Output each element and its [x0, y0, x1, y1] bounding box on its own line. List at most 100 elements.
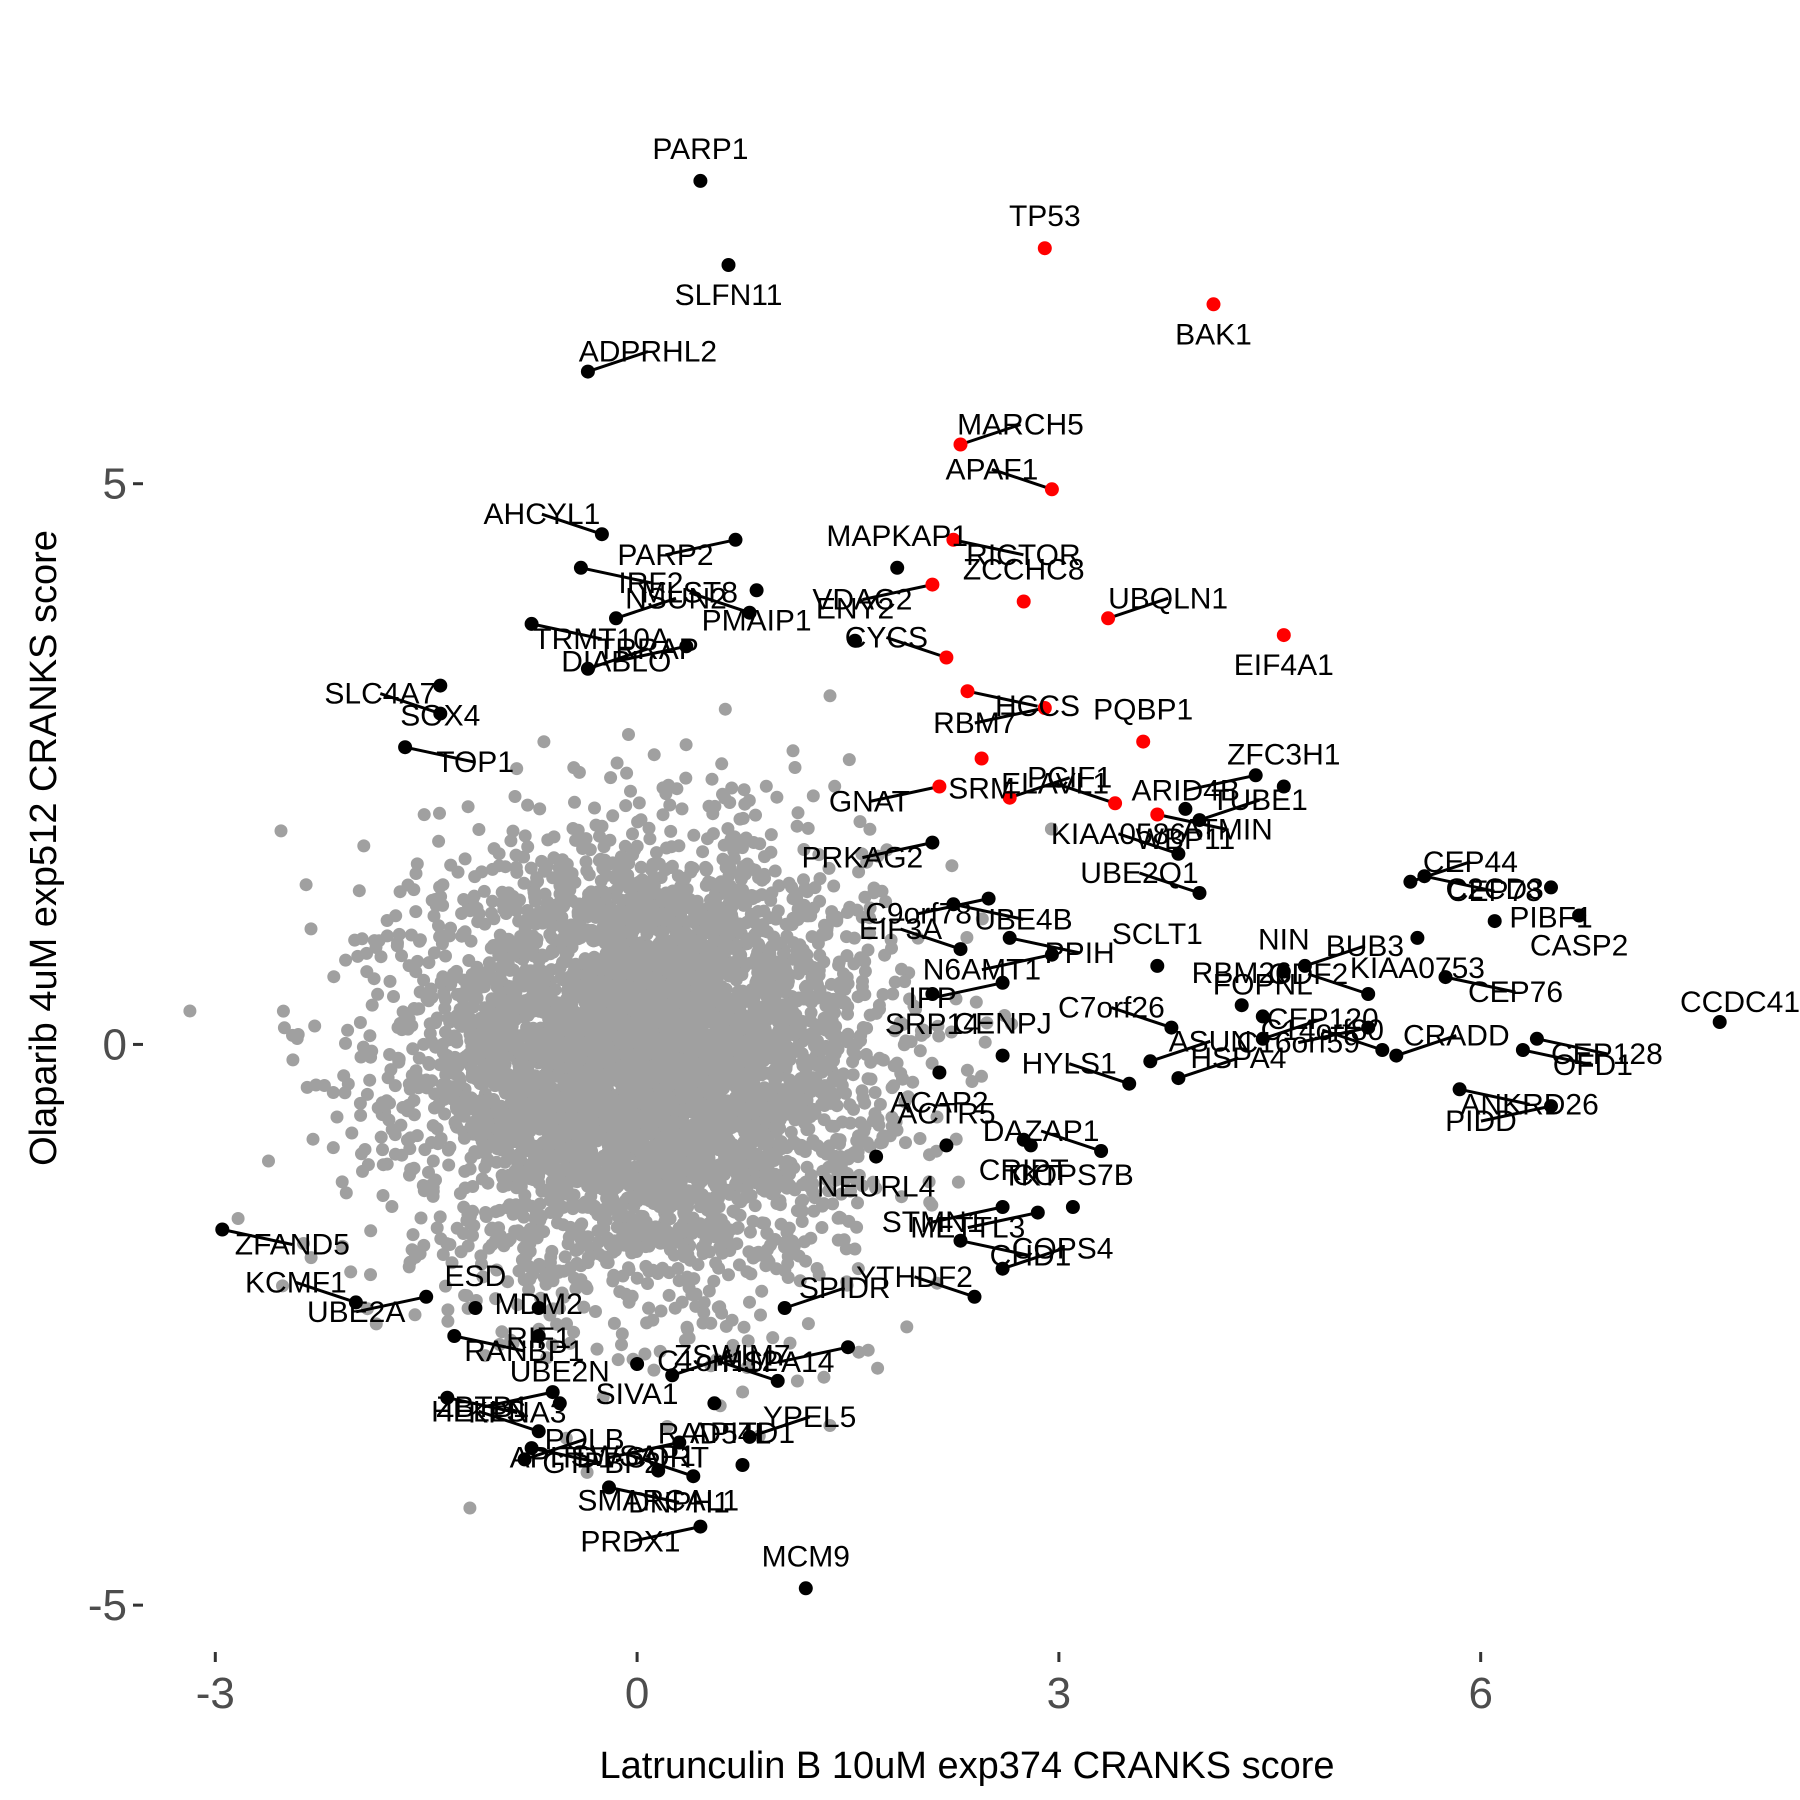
background-point — [725, 1350, 739, 1364]
background-point — [713, 1300, 727, 1314]
background-point — [712, 1261, 726, 1275]
background-point — [577, 992, 591, 1006]
background-point — [647, 1363, 661, 1377]
background-point — [702, 1194, 716, 1208]
background-point — [764, 828, 778, 842]
background-point — [782, 1221, 796, 1235]
background-point — [501, 1275, 515, 1289]
background-point — [831, 1233, 845, 1247]
background-point — [616, 1066, 630, 1080]
background-point — [557, 1079, 570, 1092]
background-point — [476, 1128, 490, 1142]
background-point — [526, 1050, 540, 1064]
background-point — [705, 944, 719, 957]
background-point — [479, 1206, 492, 1219]
background-point — [876, 988, 890, 1001]
background-point — [822, 1184, 835, 1198]
background-point — [817, 1370, 831, 1384]
background-point — [458, 852, 472, 866]
background-point — [297, 1237, 310, 1250]
background-point — [521, 840, 535, 854]
background-point — [345, 1126, 359, 1140]
background-point — [434, 890, 448, 904]
background-point — [537, 949, 551, 963]
background-point — [441, 1314, 455, 1328]
background-point — [604, 1202, 617, 1216]
background-point — [797, 1235, 811, 1249]
background-point — [417, 973, 431, 987]
background-point — [517, 850, 531, 864]
background-point — [360, 1087, 374, 1101]
background-point — [276, 1004, 290, 1018]
background-point — [785, 880, 799, 894]
background-point — [661, 1238, 675, 1252]
background-point — [497, 1050, 511, 1064]
background-point — [636, 1040, 650, 1054]
background-point — [463, 904, 477, 918]
background-point — [801, 1317, 815, 1331]
background-point — [724, 941, 738, 955]
background-point — [841, 1007, 854, 1021]
background-point — [798, 1076, 812, 1089]
background-point — [770, 790, 784, 804]
background-point — [720, 1044, 734, 1058]
background-point — [739, 898, 753, 912]
background-point — [642, 821, 656, 835]
background-point — [610, 756, 624, 770]
background-point — [650, 846, 663, 860]
background-point — [406, 1042, 420, 1056]
background-point — [722, 1139, 736, 1153]
background-point — [274, 824, 288, 838]
background-point — [508, 1086, 521, 1100]
background-point — [748, 1081, 762, 1095]
background-point — [493, 1203, 507, 1217]
background-point — [339, 1036, 352, 1050]
background-point — [792, 991, 806, 1005]
background-point — [677, 1242, 691, 1256]
background-point — [756, 918, 770, 932]
background-point — [580, 1465, 594, 1479]
background-point — [471, 915, 485, 929]
background-point — [568, 795, 581, 809]
background-point — [537, 735, 551, 749]
background-point — [740, 932, 754, 946]
background-point — [725, 1028, 739, 1041]
background-point — [672, 839, 686, 853]
background-point — [741, 994, 755, 1008]
background-point — [371, 987, 385, 1001]
background-point — [612, 967, 626, 981]
background-point — [439, 1078, 453, 1092]
background-point — [436, 1248, 450, 1261]
background-point — [538, 910, 551, 924]
background-point — [713, 1240, 727, 1254]
background-point — [414, 1211, 428, 1225]
background-point — [622, 856, 636, 870]
background-point — [874, 1136, 887, 1150]
background-point — [543, 1308, 557, 1322]
background-point — [762, 1135, 775, 1149]
background-point — [632, 796, 646, 810]
background-point — [724, 832, 738, 846]
background-point — [805, 995, 819, 1009]
background-point — [626, 1173, 639, 1187]
background-point — [517, 1273, 531, 1287]
background-point — [925, 1056, 939, 1070]
background-point — [566, 822, 580, 835]
background-point — [960, 1063, 974, 1077]
background-point — [337, 1069, 351, 1083]
background-point — [797, 873, 810, 887]
background-point — [406, 1228, 420, 1242]
background-point — [590, 1342, 604, 1356]
background-point — [879, 895, 893, 909]
background-point — [861, 943, 875, 957]
background-point — [929, 1144, 943, 1158]
background-point — [538, 1071, 552, 1085]
background-point — [439, 1279, 452, 1293]
background-point — [354, 1050, 368, 1064]
background-point — [737, 783, 751, 797]
background-point — [369, 941, 383, 954]
background-point — [286, 1053, 300, 1067]
background-point — [747, 1174, 761, 1188]
background-point — [639, 1093, 653, 1107]
background-point — [661, 979, 675, 993]
